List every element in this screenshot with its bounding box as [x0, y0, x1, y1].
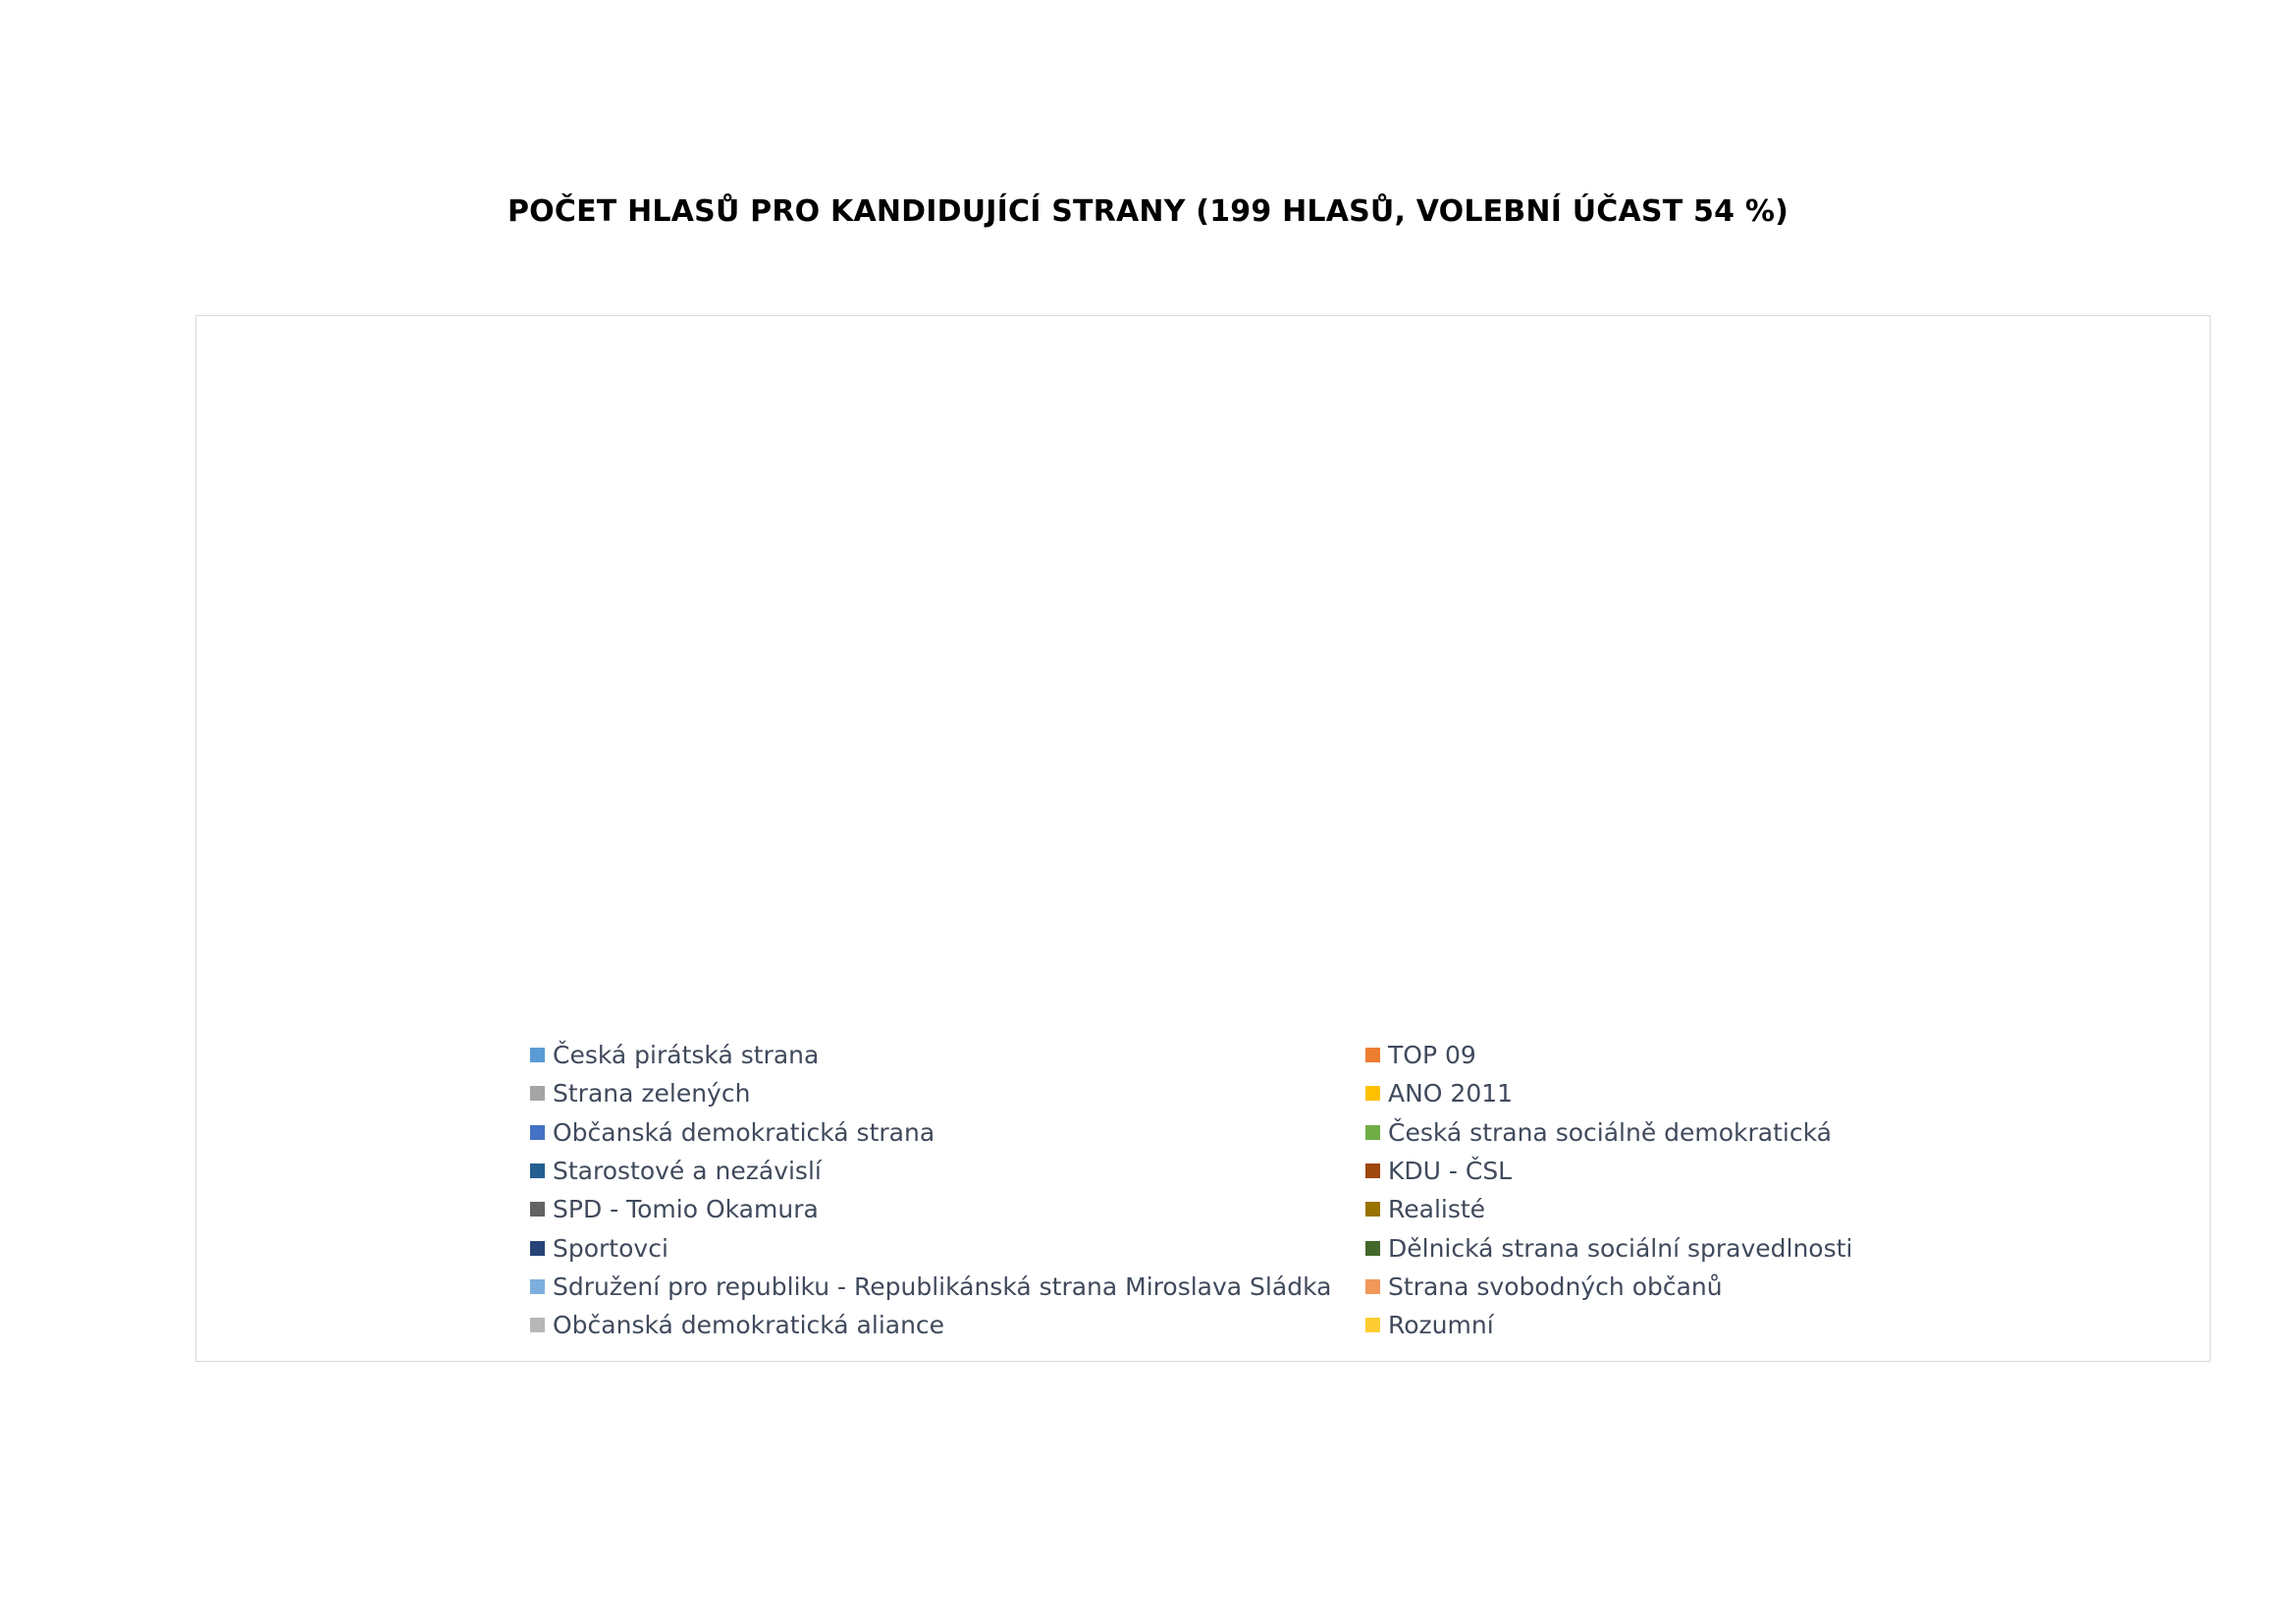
legend-swatch [1365, 1086, 1380, 1102]
legend-label: Občanská demokratická strana [553, 1117, 935, 1147]
legend-label: Starostové a nezávislí [553, 1157, 822, 1186]
legend-label: TOP 09 [1388, 1041, 1476, 1070]
legend-label: Sdružení pro republiku - Republikánská s… [553, 1271, 1332, 1301]
legend-item: Rozumní [1365, 1306, 1974, 1344]
legend-item: Starostové a nezávislí [530, 1152, 1365, 1190]
legend-item: SPD - Tomio Okamura [530, 1190, 1365, 1228]
legend-label: SPD - Tomio Okamura [553, 1195, 819, 1224]
legend-item: Realisté [1365, 1190, 1974, 1228]
legend-item: Občanská demokratická strana [530, 1113, 1365, 1152]
legend-item: Sdružení pro republiku - Republikánská s… [530, 1268, 1365, 1306]
legend-swatch [1365, 1163, 1380, 1179]
legend-label: ANO 2011 [1388, 1079, 1514, 1109]
legend-label: Česká pirátská strana [553, 1041, 820, 1070]
legend-label: Realisté [1388, 1195, 1486, 1224]
legend-label: Strana zelených [553, 1079, 751, 1109]
legend-swatch [1365, 1124, 1380, 1140]
legend-swatch [530, 1240, 545, 1256]
legend-item: Strana zelených [530, 1074, 1365, 1112]
legend-swatch [530, 1318, 545, 1333]
legend-swatch [530, 1278, 545, 1294]
legend-swatch [530, 1086, 545, 1102]
legend-swatch [1365, 1202, 1380, 1217]
legend-swatch [530, 1124, 545, 1140]
legend-swatch [1365, 1048, 1380, 1063]
legend-item: Strana svobodných občanů [1365, 1268, 1974, 1306]
legend-label: Sportovci [553, 1233, 668, 1263]
legend-label: Dělnická strana sociální spravedlnosti [1388, 1233, 1853, 1263]
legend-label: Rozumní [1388, 1311, 1494, 1340]
legend-label: KDU - ČSL [1388, 1157, 1513, 1186]
chart-area-frame [195, 315, 2211, 1362]
chart-title: POČET HLASŮ PRO KANDIDUJÍCÍ STRANY (199 … [507, 194, 1789, 229]
legend-swatch [530, 1163, 545, 1179]
legend-label: Občanská demokratická aliance [553, 1311, 945, 1340]
legend-swatch [1365, 1318, 1380, 1333]
legend-item: Sportovci [530, 1228, 1365, 1267]
legend-swatch [530, 1048, 545, 1063]
legend-item: Česká strana sociálně demokratická [1365, 1113, 1974, 1152]
legend-swatch [1365, 1278, 1380, 1294]
legend-item: TOP 09 [1365, 1036, 1974, 1074]
legend-item: KDU - ČSL [1365, 1152, 1974, 1190]
legend-label: Strana svobodných občanů [1388, 1271, 1723, 1301]
legend-swatch [530, 1202, 545, 1217]
legend-item: Česká pirátská strana [530, 1036, 1365, 1074]
legend: Česká pirátská strana TOP 09 Strana zelený… [530, 1036, 2002, 1344]
legend-item: Občanská demokratická aliance [530, 1306, 1365, 1344]
legend-swatch [1365, 1240, 1380, 1256]
legend-item: ANO 2011 [1365, 1074, 1974, 1112]
legend-label: Česká strana sociálně demokratická [1388, 1117, 1832, 1147]
legend-item: Dělnická strana sociální spravedlnosti [1365, 1228, 1974, 1267]
